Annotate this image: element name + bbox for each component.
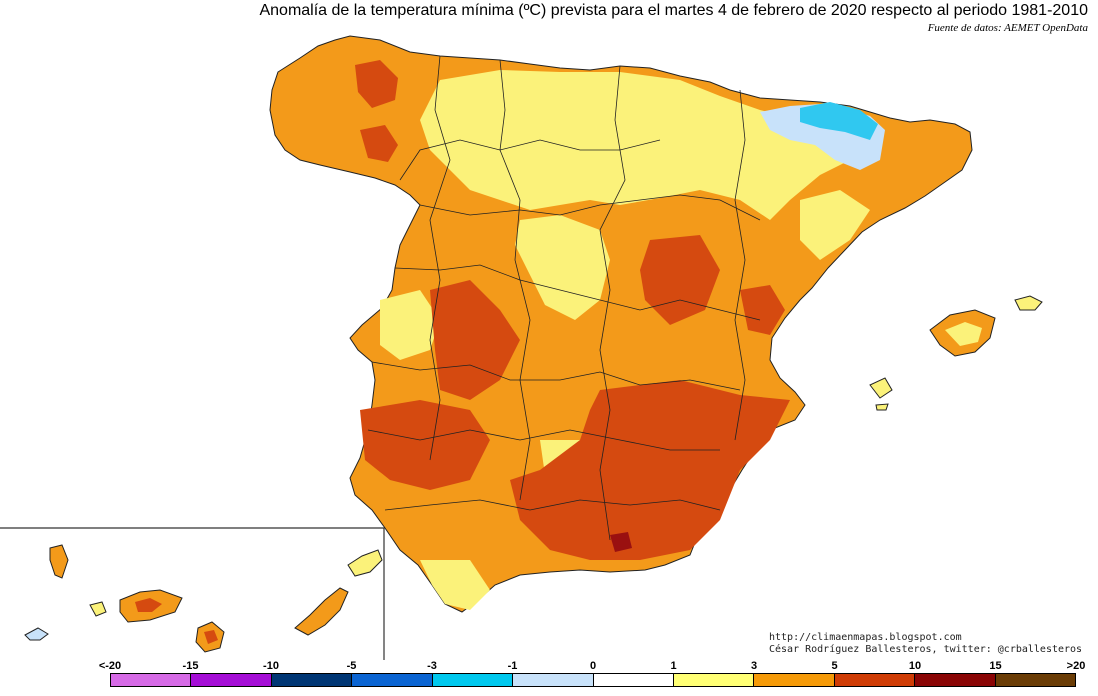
temperature-anomaly-map	[0, 35, 1043, 660]
legend-label-3: -5	[346, 660, 357, 672]
extremadura-high-anomaly	[430, 280, 520, 400]
legend-label-7: 1	[670, 660, 677, 672]
credits: http://climaenmapas.blogspot.com César R…	[769, 632, 1082, 656]
east-light-anomaly	[800, 190, 870, 260]
legend-swatch-2	[271, 674, 353, 686]
legend-label-12: >20	[1066, 660, 1086, 672]
tenerife-high	[135, 598, 162, 612]
lanzarote	[347, 549, 383, 577]
author-credit: César Rodríguez Ballesteros, twitter: @c…	[769, 644, 1083, 655]
legend-label-8: 3	[750, 660, 758, 672]
mallorca-light	[945, 322, 982, 346]
south-light-anomaly	[420, 560, 490, 610]
legend-label-5: -1	[507, 660, 518, 672]
legend-label-6: 0	[589, 660, 597, 672]
galicia-south-high	[360, 125, 398, 162]
ibiza	[869, 377, 893, 399]
data-source: Fuente de datos: AEMET OpenData	[927, 22, 1088, 34]
legend-swatch-3	[352, 674, 433, 686]
central-light-anomaly	[515, 215, 610, 320]
formentera	[875, 403, 889, 411]
south-peak-anomaly	[610, 532, 632, 552]
map-title: Anomalía de la temperatura mínima (ºC) p…	[259, 2, 1088, 19]
menorca	[1014, 295, 1043, 311]
legend-swatch-5	[513, 674, 594, 686]
la-palma	[49, 544, 69, 579]
la-gomera	[89, 601, 107, 617]
el-hierro	[24, 627, 49, 641]
color-legend	[110, 673, 1076, 687]
legend-swatch-10	[915, 674, 996, 686]
region-borders	[367, 55, 761, 541]
legend-label-10: 10	[908, 660, 922, 672]
southwest-high-anomaly	[360, 400, 490, 490]
fuerteventura	[294, 587, 349, 636]
legend-label-4: -3	[427, 660, 437, 672]
legend-label-11: 15	[989, 660, 1002, 672]
east-central-high-anomaly	[640, 235, 720, 325]
galicia-high-anomaly	[355, 60, 398, 108]
legend-label-9: 5	[831, 660, 838, 672]
valencia-high-anomaly	[740, 285, 785, 335]
legend-swatch-6	[593, 674, 674, 686]
legend-swatch-1	[191, 674, 272, 686]
legend-swatch-7	[673, 674, 755, 686]
gran-canaria-high	[204, 630, 218, 644]
southeast-high-anomaly	[510, 380, 790, 560]
legend-swatch-9	[834, 674, 916, 686]
legend-swatch-11	[995, 674, 1076, 686]
legend-label-0: <-20	[98, 660, 122, 672]
legend-label-1: -15	[182, 660, 199, 672]
legend-swatch-0	[111, 674, 192, 686]
legend-labels: <-20 -15 -10 -5 -3 -1 0 1 3 5 10 15 >20	[0, 660, 1098, 674]
legend-swatch-8	[754, 674, 835, 686]
pyrenees-cold-core	[800, 102, 878, 140]
west-light-anomaly	[380, 290, 440, 360]
canary-inset-frame	[0, 527, 385, 660]
blog-url[interactable]: http://climaenmapas.blogspot.com	[769, 632, 962, 643]
legend-swatch-4	[432, 674, 514, 686]
legend-label-2: -10	[263, 660, 279, 672]
